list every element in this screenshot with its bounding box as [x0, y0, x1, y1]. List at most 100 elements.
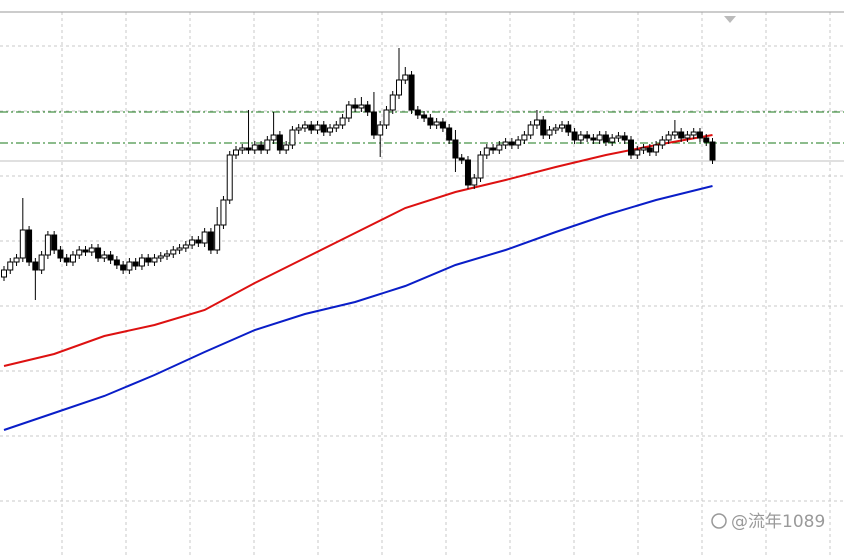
- candle-body: [270, 134, 277, 141]
- candle-body: [182, 244, 189, 249]
- candle-body: [358, 104, 365, 109]
- candle-body: [352, 104, 359, 109]
- candle-body: [44, 234, 51, 256]
- candle-body: [671, 131, 678, 136]
- grid: [0, 12, 844, 557]
- candle-body: [546, 129, 553, 136]
- candle-body: [63, 257, 70, 263]
- candle-body: [621, 135, 628, 141]
- candle-body: [446, 127, 453, 141]
- candle-body: [276, 134, 283, 151]
- candle-body: [527, 124, 534, 136]
- candle-body: [634, 149, 641, 156]
- candle-body: [540, 119, 547, 136]
- candle-body: [314, 124, 321, 131]
- candle-body: [145, 257, 152, 263]
- candle-body: [502, 141, 509, 146]
- candle-body: [471, 177, 478, 186]
- candle-body: [19, 229, 26, 259]
- candle-body: [101, 254, 108, 259]
- moving-average: [3, 185, 713, 431]
- candle-body: [458, 157, 465, 161]
- candle-body: [709, 141, 716, 161]
- candle-body: [678, 131, 685, 139]
- candle-body: [690, 131, 697, 136]
- candle-body: [533, 119, 540, 126]
- candle-body: [383, 109, 390, 126]
- candle-body: [665, 134, 672, 141]
- moving-average: [3, 134, 713, 367]
- candle-body: [239, 147, 246, 151]
- candle-body: [69, 254, 76, 263]
- candle-body: [508, 141, 515, 146]
- candle-body: [477, 154, 484, 179]
- candle-body: [490, 147, 497, 151]
- candle-body: [51, 234, 58, 251]
- candle-body: [377, 124, 384, 136]
- candle-body: [515, 139, 522, 146]
- candle-body: [57, 249, 64, 259]
- candle-body: [13, 257, 20, 263]
- candle-body: [659, 139, 666, 146]
- candle-body: [220, 199, 227, 226]
- watermark-icon: [711, 513, 727, 529]
- candle-body: [596, 134, 603, 141]
- candle-body: [452, 139, 459, 159]
- candle-body: [615, 135, 622, 139]
- candle-body: [164, 253, 171, 257]
- candle-body: [32, 261, 39, 271]
- candle-body: [26, 229, 33, 263]
- candle-body: [427, 117, 434, 126]
- candle-body: [577, 134, 584, 141]
- candle-body: [421, 114, 428, 119]
- shift-marker: [724, 16, 736, 23]
- candle-body: [628, 139, 634, 156]
- candle-body: [414, 109, 421, 116]
- candle-body: [552, 127, 559, 131]
- candle-body: [151, 257, 158, 263]
- candle-body: [189, 239, 196, 246]
- candle-body: [251, 144, 258, 151]
- candle-body: [264, 139, 271, 151]
- candle-body: [7, 261, 14, 271]
- candle-body: [483, 147, 490, 156]
- candle-body: [308, 124, 315, 131]
- candle-body: [201, 231, 208, 244]
- candle-body: [333, 124, 340, 129]
- candle-body: [76, 249, 83, 256]
- candle-body: [408, 74, 415, 111]
- candle-body: [232, 149, 239, 156]
- candle-body: [703, 137, 710, 143]
- candle-body: [696, 131, 703, 139]
- candle-body: [120, 264, 127, 271]
- candle-body: [571, 131, 578, 141]
- candle-body: [370, 111, 377, 136]
- candle-body: [295, 127, 302, 131]
- candle-body: [207, 231, 214, 251]
- candle-body: [327, 127, 334, 133]
- candle-body: [653, 144, 660, 153]
- candle-body: [590, 137, 597, 141]
- candle-body: [640, 147, 647, 151]
- candle-body: [521, 134, 528, 141]
- candle-body: [496, 144, 503, 151]
- candle-body: [138, 257, 145, 267]
- candle-body: [157, 255, 164, 259]
- candle-body: [301, 124, 308, 129]
- candle-body: [88, 247, 95, 253]
- candle-body: [95, 247, 102, 259]
- candle-body: [245, 147, 252, 151]
- candle-body: [283, 144, 290, 151]
- candle-body: [396, 79, 403, 96]
- candle-body: [107, 254, 114, 261]
- candle-body: [226, 154, 233, 201]
- candle-body: [258, 144, 265, 151]
- watermark: @流年1089: [731, 512, 825, 532]
- candle-body: [132, 261, 139, 267]
- candle-body: [602, 134, 609, 143]
- plot: [0, 48, 844, 431]
- candle-body: [339, 117, 346, 126]
- candle-body: [195, 239, 202, 244]
- candle-body: [289, 129, 296, 146]
